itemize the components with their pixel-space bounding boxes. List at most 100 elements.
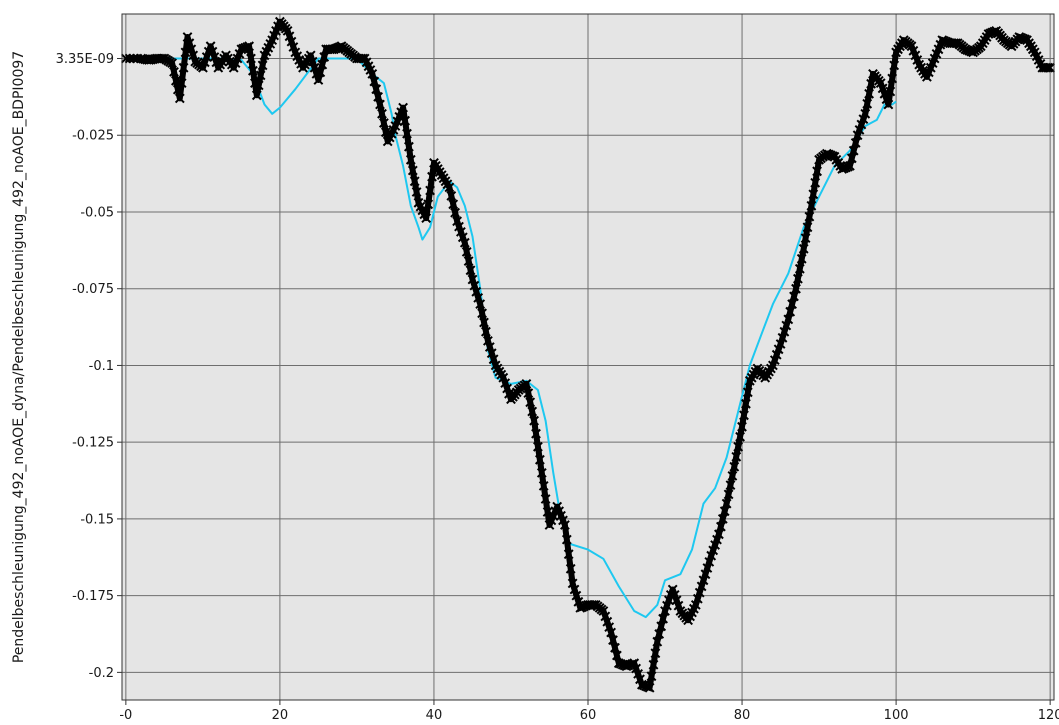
data-point-marker (719, 506, 730, 517)
data-point-marker (633, 668, 644, 679)
data-point-marker (180, 47, 191, 58)
data-point-marker (848, 145, 859, 156)
data-point-marker (403, 141, 414, 152)
data-point-marker (525, 397, 536, 408)
data-point-marker (706, 550, 717, 561)
data-point-marker (598, 606, 609, 616)
data-point-marker (247, 65, 258, 76)
data-point-marker (378, 118, 389, 128)
data-point-marker (170, 75, 181, 86)
data-point-marker (808, 189, 819, 200)
data-point-marker (459, 237, 470, 248)
data-point-marker (740, 398, 751, 409)
data-point-marker (500, 378, 511, 389)
data-point-marker (199, 57, 210, 68)
data-point-marker (721, 498, 732, 509)
data-point-marker (477, 308, 488, 319)
data-point-marker (652, 636, 663, 647)
y-tick-label: -0.05 (80, 205, 114, 220)
data-point-marker (602, 616, 613, 627)
data-point-marker (286, 36, 297, 47)
data-point-marker (463, 256, 474, 267)
data-point-marker (172, 84, 183, 95)
data-point-marker (1043, 62, 1054, 73)
y-tick-label: -0.1 (89, 359, 114, 374)
data-point-marker (646, 671, 657, 682)
data-point-marker (315, 67, 326, 78)
data-point-marker (669, 589, 680, 600)
data-point-marker (850, 137, 861, 148)
data-point-marker (792, 273, 803, 284)
ticks: -0 20 40 60 80 100 120 3.35E-09 -0.025 -0.05 -0.07… (56, 52, 1059, 723)
data-point-marker (629, 658, 640, 669)
data-point-marker (559, 520, 570, 530)
x-tick-label: 80 (734, 708, 751, 723)
series-line (125, 57, 897, 619)
data-point-marker (802, 222, 813, 233)
data-point-marker (246, 53, 256, 64)
data-point-marker (715, 521, 726, 532)
data-point-marker (881, 94, 892, 105)
data-point-marker (197, 62, 208, 73)
data-point-marker (794, 263, 805, 274)
x-tick-label: 120 (1038, 708, 1059, 723)
data-point-marker (407, 165, 418, 176)
data-point-marker (400, 115, 411, 126)
data-point-marker (887, 73, 898, 84)
data-point-marker (480, 326, 491, 337)
data-point-marker (650, 648, 661, 659)
data-point-marker (804, 211, 815, 222)
data-point-marker (317, 59, 328, 70)
data-point-marker (1045, 62, 1056, 73)
y-tick-label: -0.125 (72, 436, 114, 451)
series-1 (125, 57, 897, 619)
series-2 (120, 16, 1056, 693)
data-point-marker (529, 415, 540, 426)
data-point-marker (205, 41, 216, 52)
data-point-marker (479, 317, 489, 328)
data-point-marker (781, 320, 792, 331)
data-point-marker (673, 600, 684, 611)
data-point-marker (502, 383, 513, 394)
plot-frame (121, 13, 1055, 701)
data-point-marker (561, 534, 572, 545)
y-tick-label: -0.025 (72, 129, 114, 144)
data-point-marker (662, 600, 672, 611)
data-point-marker (725, 480, 736, 491)
y-tick-label: 3.35E-09 (56, 52, 114, 67)
data-point-marker (767, 360, 778, 371)
data-point-marker (288, 42, 299, 52)
data-point-marker (178, 62, 189, 73)
data-point-marker (120, 53, 131, 64)
data-point-marker (536, 467, 547, 478)
data-point-marker (167, 58, 178, 69)
data-point-marker (742, 387, 753, 398)
data-point-marker (798, 243, 809, 254)
data-point-marker (523, 388, 534, 399)
data-point-marker (253, 80, 264, 91)
data-point-marker (844, 160, 855, 171)
data-point-marker (475, 299, 486, 310)
data-point-marker (671, 595, 682, 606)
data-point-marker (319, 52, 330, 62)
data-point-marker (791, 283, 801, 294)
data-point-marker (307, 56, 318, 67)
data-point-marker (712, 534, 722, 545)
data-point-marker (723, 489, 734, 500)
data-point-marker (398, 102, 409, 113)
data-point-marker (731, 451, 742, 462)
data-point-marker (454, 221, 464, 232)
y-tick-label: -0.15 (80, 512, 114, 527)
data-point-marker (377, 108, 387, 119)
data-point-marker (806, 200, 817, 211)
data-point-marker (606, 627, 617, 638)
data-point-marker (488, 354, 499, 365)
data-point-marker (875, 78, 886, 89)
data-point-marker (244, 41, 255, 52)
data-point-marker (450, 207, 461, 218)
data-point-marker (209, 52, 220, 62)
data-point-marker (367, 68, 378, 79)
data-point-marker (540, 494, 551, 504)
data-point-marker (423, 199, 434, 210)
